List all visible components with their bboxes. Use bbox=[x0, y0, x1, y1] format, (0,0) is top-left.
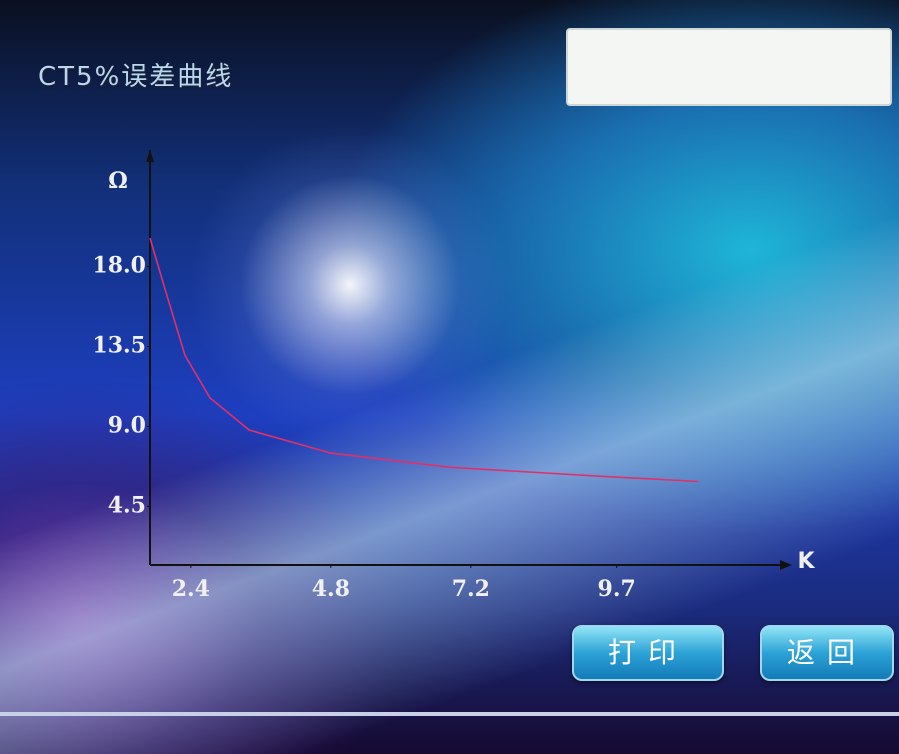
display-box bbox=[566, 28, 892, 106]
print-button[interactable]: 打印 bbox=[572, 625, 724, 681]
divider bbox=[0, 712, 899, 716]
x-tick-label: 4.8 bbox=[312, 576, 350, 602]
y-tick-label: 9.0 bbox=[108, 412, 146, 438]
back-button[interactable]: 返回 bbox=[760, 625, 894, 681]
curve bbox=[149, 237, 699, 483]
y-arrow bbox=[146, 150, 154, 162]
y-tick-label: 13.5 bbox=[92, 333, 146, 359]
x-tick-label: 2.4 bbox=[172, 576, 210, 602]
x-arrow bbox=[780, 560, 792, 570]
y-axis-label: Ω bbox=[108, 168, 128, 194]
x-tick-label: 7.2 bbox=[452, 576, 490, 602]
x-axis-label: K bbox=[797, 549, 815, 574]
y-tick-label: 18.0 bbox=[92, 253, 146, 279]
page-title: CT5%误差曲线 bbox=[38, 62, 234, 92]
x-tick-label: 9.7 bbox=[598, 576, 636, 602]
y-tick-label: 4.5 bbox=[108, 492, 146, 518]
